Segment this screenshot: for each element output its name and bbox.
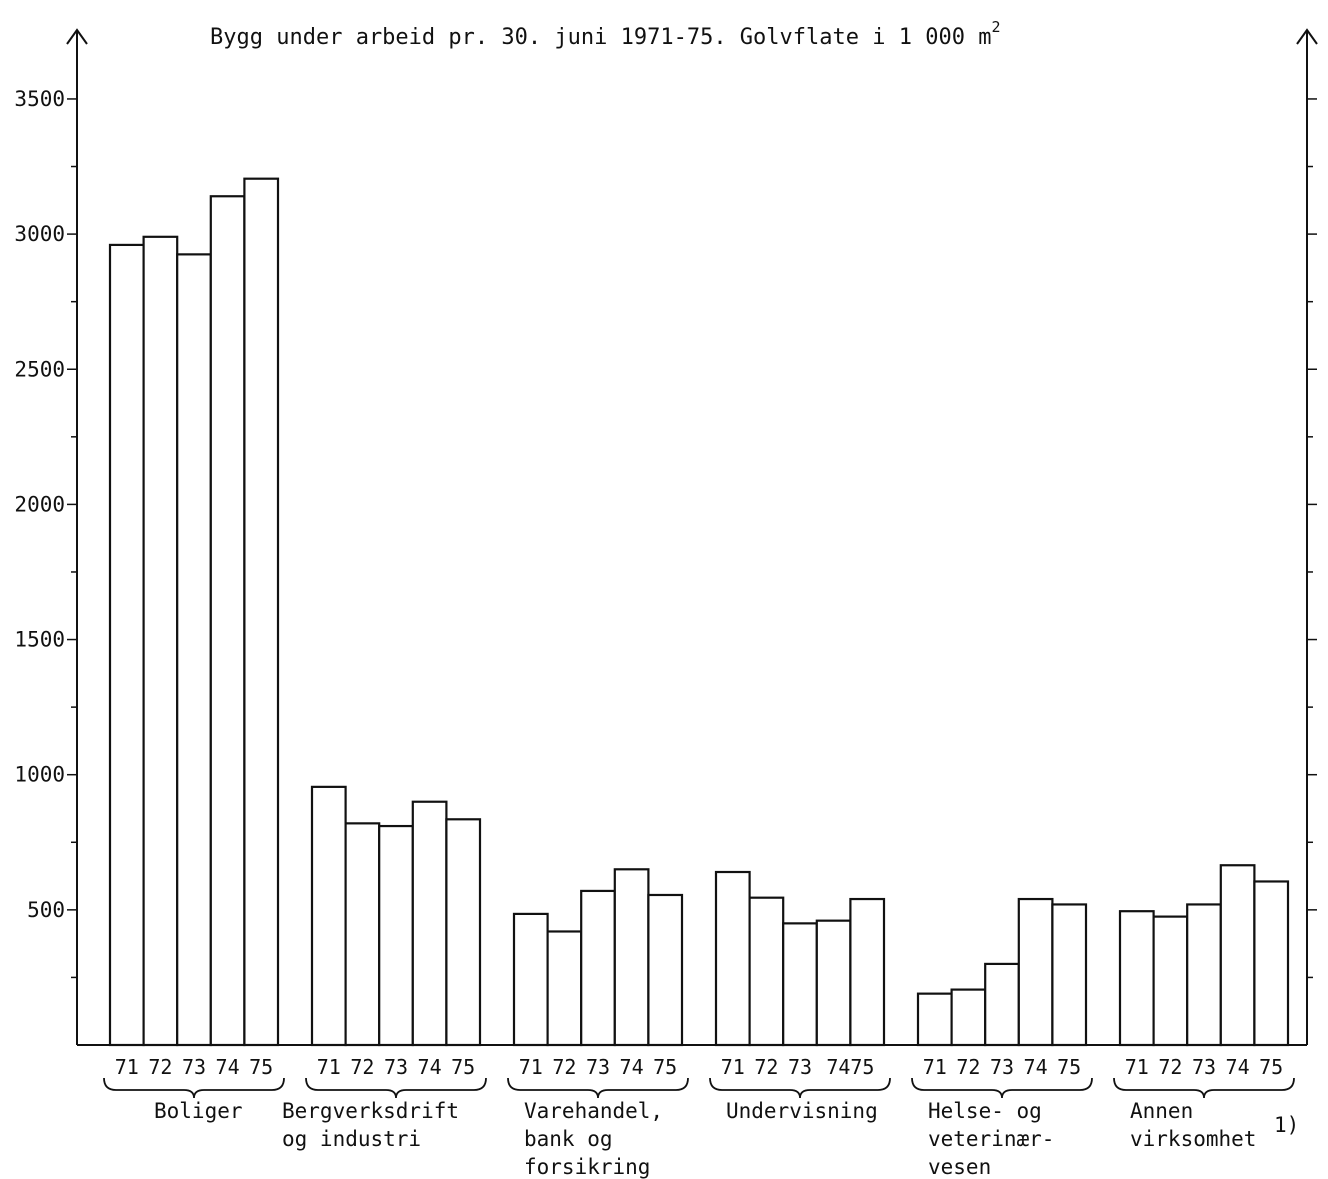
bar bbox=[142, 235, 179, 1047]
group-footnote: 1) bbox=[1274, 1113, 1299, 1137]
chart-title-text: Bygg under arbeid pr. 30. juni 1971-75. … bbox=[210, 25, 991, 50]
bar bbox=[714, 870, 751, 1047]
bar bbox=[613, 868, 650, 1047]
year-tick-label: 71 bbox=[115, 1055, 139, 1079]
bar bbox=[748, 896, 785, 1047]
y-tick-label: 500 bbox=[27, 898, 65, 922]
year-tick-label: 74 bbox=[216, 1055, 240, 1079]
group-label: Boliger bbox=[154, 1099, 243, 1123]
bar bbox=[209, 195, 246, 1047]
y-tick-label: 2000 bbox=[14, 492, 65, 516]
bar bbox=[378, 824, 414, 1047]
group-label: Helse- og veterinær-vesen bbox=[928, 1099, 1054, 1179]
year-tick-label: 74 bbox=[1226, 1055, 1250, 1079]
year-tick-label: 72 bbox=[552, 1055, 576, 1079]
year-tick-label: 74 bbox=[1024, 1055, 1048, 1079]
bar bbox=[1186, 903, 1222, 1047]
y-tick-label: 3000 bbox=[14, 222, 65, 246]
year-tick-label: 75 bbox=[1259, 1055, 1283, 1079]
year-tick-label: 72 bbox=[148, 1055, 172, 1079]
group-label: Varehandel, bank og forsikring bbox=[524, 1099, 663, 1179]
year-tick-label: 73 bbox=[182, 1055, 206, 1079]
bar bbox=[916, 992, 953, 1047]
year-tick-label: 71 bbox=[317, 1055, 341, 1079]
bar bbox=[411, 800, 448, 1047]
group-brace bbox=[709, 1077, 891, 1099]
bar bbox=[1017, 897, 1054, 1047]
group-brace bbox=[507, 1077, 689, 1099]
bar bbox=[546, 930, 583, 1047]
bar bbox=[344, 822, 381, 1047]
group-brace bbox=[1113, 1077, 1295, 1099]
year-tick-label: 71 bbox=[923, 1055, 947, 1079]
year-tick-label: 71 bbox=[1125, 1055, 1149, 1079]
y-tick-label: 3500 bbox=[14, 87, 65, 111]
year-tick-label: 73 bbox=[1192, 1055, 1216, 1079]
y-tick-label: 2500 bbox=[14, 357, 65, 381]
bar bbox=[984, 962, 1020, 1047]
chart-title-superscript: 2 bbox=[991, 18, 1000, 36]
chart-bars bbox=[108, 177, 1290, 1047]
year-tick-label: 72 bbox=[956, 1055, 980, 1079]
bar bbox=[310, 785, 347, 1047]
bar bbox=[815, 919, 852, 1047]
year-tick-label: 73 bbox=[384, 1055, 408, 1079]
bar bbox=[1219, 864, 1256, 1047]
bar bbox=[445, 818, 482, 1047]
year-tick-label: 72 bbox=[1158, 1055, 1182, 1079]
year-tick-label: 74 bbox=[418, 1055, 442, 1079]
bar bbox=[849, 897, 886, 1047]
group-brace bbox=[911, 1077, 1093, 1099]
y-tick-label: 1500 bbox=[14, 628, 65, 652]
group-brace bbox=[305, 1077, 487, 1099]
year-tick-label: 74 bbox=[620, 1055, 644, 1079]
bar bbox=[1253, 880, 1290, 1047]
bar bbox=[782, 922, 818, 1047]
bar bbox=[950, 988, 987, 1047]
year-tick-label: 7475 bbox=[826, 1055, 874, 1079]
year-tick-label: 73 bbox=[788, 1055, 812, 1079]
year-tick-label: 73 bbox=[586, 1055, 610, 1079]
year-tick-label: 73 bbox=[990, 1055, 1014, 1079]
bar bbox=[1152, 915, 1189, 1047]
year-tick-label: 75 bbox=[451, 1055, 475, 1079]
year-tick-label: 75 bbox=[249, 1055, 273, 1079]
group-label: Undervisning bbox=[726, 1099, 878, 1123]
year-tick-label: 72 bbox=[754, 1055, 778, 1079]
y-tick-label: 1000 bbox=[14, 763, 65, 787]
bar bbox=[512, 912, 549, 1047]
bar bbox=[176, 253, 212, 1047]
bar bbox=[1118, 910, 1155, 1047]
group-brace bbox=[103, 1077, 285, 1099]
bar bbox=[1051, 903, 1088, 1047]
chart-title: Bygg under arbeid pr. 30. juni 1971-75. … bbox=[210, 18, 1001, 50]
bar bbox=[580, 889, 616, 1047]
y-axis-ticks: 500 1000 1500 2000 2500 3000 3500 bbox=[14, 87, 1317, 979]
bar bbox=[647, 893, 684, 1047]
y-axis-right-arrow bbox=[1296, 28, 1318, 45]
bar bbox=[243, 177, 280, 1047]
bar bbox=[108, 243, 145, 1047]
group-label: Annen virksomhet bbox=[1130, 1099, 1256, 1151]
chart-axes bbox=[66, 28, 1318, 1046]
group-label: Bergverksdrift og industri bbox=[282, 1099, 459, 1151]
year-tick-label: 75 bbox=[653, 1055, 677, 1079]
y-axis-left-arrow bbox=[66, 28, 88, 45]
year-tick-label: 72 bbox=[350, 1055, 374, 1079]
year-tick-label: 71 bbox=[519, 1055, 543, 1079]
year-tick-label: 71 bbox=[721, 1055, 745, 1079]
year-tick-label: 75 bbox=[1057, 1055, 1081, 1079]
